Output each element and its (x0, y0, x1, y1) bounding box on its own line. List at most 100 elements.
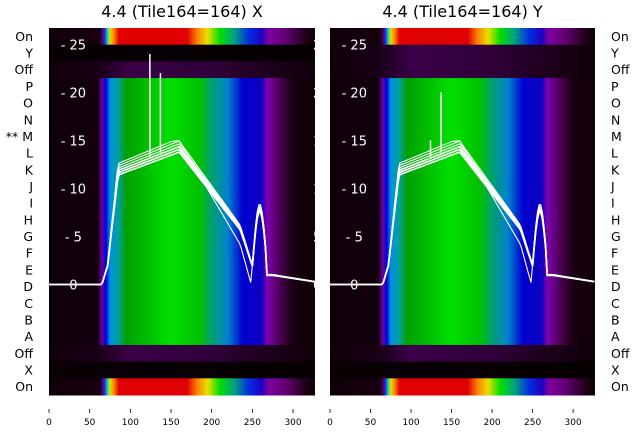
row-label: X (611, 362, 620, 377)
overlay-y-tick-label-right: 10 (313, 182, 330, 197)
heatmap-row (49, 344, 315, 363)
row-label: P (25, 79, 33, 94)
row-label: J (610, 179, 615, 194)
row-label: Off (611, 62, 630, 77)
overlay-y-tick-label: - 20 (61, 86, 86, 101)
x-tick-label: 300 (565, 418, 582, 428)
overlay-y-tick-label-right: 15 (313, 134, 330, 149)
row-label: J (28, 179, 33, 194)
overlay-y-tick-label-right: 0 (313, 279, 321, 294)
row-label: M (611, 129, 622, 144)
row-label: K (25, 162, 34, 177)
row-label: A (611, 329, 620, 344)
x-tick-label: 200 (203, 418, 220, 428)
overlay-y-tick-label: - 15 (61, 134, 86, 149)
heatmap-row (49, 278, 315, 296)
row-label: L (611, 146, 618, 161)
row-label: F (611, 246, 618, 261)
heatmap-row (330, 211, 595, 229)
row-label: On (15, 29, 33, 44)
row-label: B (611, 312, 620, 327)
x-tick-label: 100 (402, 418, 419, 428)
x-tick-label: 300 (284, 418, 301, 428)
overlay-y-tick-label: - 20 (342, 86, 367, 101)
x-tick-label: 50 (84, 418, 96, 428)
heatmap-row (49, 111, 315, 129)
row-label: N (24, 112, 33, 127)
heatmap-row (330, 194, 595, 212)
row-label: I (29, 196, 33, 211)
heatmap-row (330, 328, 595, 346)
heatmap-row (330, 111, 595, 129)
heatmap-row (330, 161, 595, 179)
row-label: C (24, 296, 33, 311)
row-label: E (25, 262, 33, 277)
row-label: O (611, 96, 621, 111)
panel-title: 4.4 (Tile164=164) Y (382, 2, 543, 21)
row-label: N (611, 112, 620, 127)
heatmap-row (49, 378, 315, 396)
heatmap-row (330, 78, 595, 96)
overlay-y-tick-label: 0 (350, 279, 358, 294)
heatmap-row (330, 94, 595, 112)
heatmap-row (330, 228, 595, 246)
row-label: ** M (6, 129, 33, 144)
row-label: H (611, 212, 620, 227)
heatmap-row (49, 311, 315, 329)
heatmap-row (330, 244, 595, 263)
row-label: P (611, 79, 619, 94)
overlay-y-tick-label-right: 5 (313, 230, 321, 245)
x-tick-label: 250 (244, 418, 261, 428)
row-label: O (23, 96, 33, 111)
row-label: K (611, 162, 620, 177)
overlay-trace (330, 140, 595, 286)
row-label: H (24, 212, 33, 227)
x-tick-label: 250 (524, 418, 541, 428)
x-tick-label: 150 (443, 418, 460, 428)
x-tick-label: 50 (365, 418, 377, 428)
row-label: C (611, 296, 620, 311)
panel-title: 4.4 (Tile164=164) X (101, 2, 263, 21)
overlay-trace (49, 140, 315, 286)
overlay-y-tick-label: - 25 (342, 38, 367, 53)
row-label: D (611, 279, 621, 294)
row-label: Off (15, 346, 34, 361)
x-tick-label: 0 (327, 418, 333, 428)
x-tick-label: 100 (122, 418, 139, 428)
heatmap-row (330, 44, 595, 62)
overlay-y-tick-label-right: 20 (313, 86, 330, 101)
heatmap-row (330, 294, 595, 313)
row-label: G (23, 229, 33, 244)
row-label: F (26, 246, 33, 261)
row-label: B (24, 312, 33, 327)
overlay-y-tick-label: - 5 (65, 230, 82, 245)
row-label: Y (610, 46, 619, 61)
panel-y: 4.4 (Tile164=164) YOnYOffPONMLKJIHGFEDCB… (327, 2, 630, 428)
row-label: On (15, 379, 33, 394)
row-label: L (26, 146, 33, 161)
x-tick-label: 150 (162, 418, 179, 428)
row-label: Off (15, 62, 34, 77)
heatmap-row (330, 278, 595, 296)
row-label: On (611, 379, 629, 394)
heatmap-row (330, 128, 595, 146)
overlay-y-tick-label: - 15 (342, 134, 367, 149)
heatmap-row (49, 128, 315, 146)
heatmap-row (49, 228, 315, 246)
x-tick-label: 200 (483, 418, 500, 428)
heatmap-row (330, 28, 595, 46)
heatmap-row (49, 178, 315, 196)
heatmap-row (330, 178, 595, 196)
heatmap-row (330, 61, 595, 79)
x-tick-label: 0 (46, 418, 52, 428)
overlay-y-tick-label: - 5 (346, 230, 363, 245)
row-label: G (611, 229, 621, 244)
heatmap-row (330, 361, 595, 379)
row-label: I (611, 196, 615, 211)
row-label: Y (24, 46, 33, 61)
overlay-y-tick-label: - 10 (61, 182, 86, 197)
heatmap-row (49, 294, 315, 313)
heatmap-row (330, 311, 595, 329)
heatmap-row (49, 211, 315, 229)
